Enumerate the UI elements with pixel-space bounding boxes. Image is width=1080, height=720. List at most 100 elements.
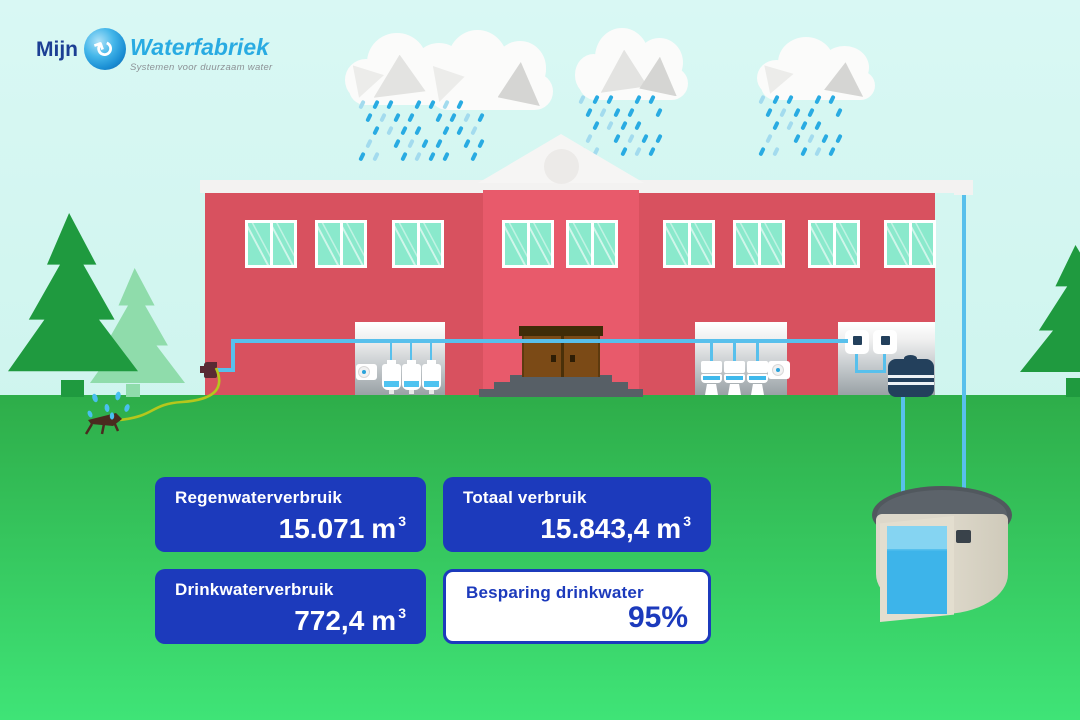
raindrop <box>620 120 628 131</box>
garden-feed-pipe <box>231 339 235 370</box>
appliance-pipe <box>883 354 886 373</box>
urinal-water <box>404 381 419 387</box>
raindrop <box>592 120 600 131</box>
raindrop <box>442 151 450 162</box>
window-pane <box>835 223 857 265</box>
raindrop <box>578 94 586 105</box>
window-pane <box>666 223 688 265</box>
appliance-pipe <box>855 370 886 373</box>
window-pane <box>248 223 270 265</box>
outdoor-tap-icon <box>200 362 217 378</box>
raindrop <box>456 125 464 136</box>
pine-tree-icon <box>1020 245 1080 372</box>
machine-door <box>881 336 890 345</box>
toilet-pedestal <box>751 384 764 395</box>
window-pane <box>342 223 364 265</box>
raindrop <box>765 133 773 144</box>
raindrop <box>442 99 450 110</box>
stat-card-total-use: Totaal verbruik 15.843,4 m 3 <box>443 477 711 552</box>
raindrop <box>821 133 829 144</box>
raindrop <box>435 112 443 123</box>
urinal-water <box>424 381 439 387</box>
brand-name: Waterfabriek <box>130 34 269 60</box>
window-pane <box>887 223 909 265</box>
toilet-water <box>749 376 766 380</box>
raindrop <box>585 107 593 118</box>
rain <box>358 99 490 170</box>
brand-tagline: Systemen voor duurzaam water <box>130 62 273 73</box>
stat-card-rainwater-use: Regenwaterverbruik 15.071 m 3 <box>155 477 426 552</box>
window <box>808 220 860 268</box>
tank-supply-pipe <box>901 397 905 505</box>
toilet-pedestal <box>728 384 741 395</box>
window-pane <box>760 223 782 265</box>
window <box>566 220 618 268</box>
paper-core <box>776 368 780 372</box>
roof-band <box>200 180 973 193</box>
card-label: Besparing drinkwater <box>466 583 644 602</box>
raindrop <box>599 107 607 118</box>
card-unit: m <box>656 513 682 544</box>
raindrop <box>585 133 593 144</box>
raindrop <box>828 146 836 157</box>
window-pane <box>505 223 527 265</box>
raindrop <box>648 94 656 105</box>
raindrop <box>372 151 380 162</box>
raindrop <box>442 125 450 136</box>
flush-valve <box>407 360 416 364</box>
boiler-stripe <box>888 382 934 385</box>
tap-spout <box>200 366 206 373</box>
card-value: 15.071 <box>278 513 365 544</box>
raindrop <box>358 151 366 162</box>
pediment-circle <box>544 149 579 184</box>
toilet-icon <box>701 361 722 395</box>
cloud-icon <box>575 28 692 100</box>
brand-text-block: Waterfabriek Systemen voor duurzaam wate… <box>130 26 273 82</box>
raindrop <box>634 94 642 105</box>
window-pane <box>736 223 758 265</box>
raindrop <box>372 125 380 136</box>
raindrop <box>606 120 614 131</box>
raindrop <box>772 120 780 131</box>
entrance-step <box>479 389 643 397</box>
cloud-icon <box>757 37 879 100</box>
main-water-pipe <box>231 339 848 343</box>
urinal-icon <box>402 360 421 394</box>
raindrop <box>456 99 464 110</box>
toilet-water <box>703 376 720 380</box>
raindrop <box>477 138 485 149</box>
flush-valve <box>387 360 396 364</box>
washing-machine-icon <box>873 330 897 354</box>
tank-cutaway <box>880 516 954 622</box>
raindrop <box>758 94 766 105</box>
card-value: 15.843,4 <box>540 513 650 544</box>
raindrop <box>835 133 843 144</box>
appliance-pipe <box>855 354 858 373</box>
card-label: Regenwaterverbruik <box>175 488 343 507</box>
raindrop <box>421 138 429 149</box>
raindrop <box>814 94 822 105</box>
raindrop <box>428 99 436 110</box>
entrance-step <box>510 375 612 383</box>
card-value-row: 95% <box>628 603 688 633</box>
rain <box>758 94 850 165</box>
toilet-tank <box>724 361 745 373</box>
raindrop <box>814 146 822 157</box>
raindrop <box>793 133 801 144</box>
raindrop <box>613 107 621 118</box>
hose-line <box>119 367 221 422</box>
toilet-icon <box>724 361 745 395</box>
urinal-flush-pipe <box>430 343 432 366</box>
tree-trunk <box>126 384 140 397</box>
paper-core <box>362 370 366 374</box>
raindrop <box>386 125 394 136</box>
raindrop <box>372 99 380 110</box>
card-label: Totaal verbruik <box>463 488 587 507</box>
raindrop <box>648 146 656 157</box>
machine-door <box>853 336 862 345</box>
raindrop <box>828 94 836 105</box>
window-pane <box>569 223 591 265</box>
window <box>663 220 715 268</box>
toilet-pedestal <box>705 384 718 395</box>
raindrop <box>641 133 649 144</box>
